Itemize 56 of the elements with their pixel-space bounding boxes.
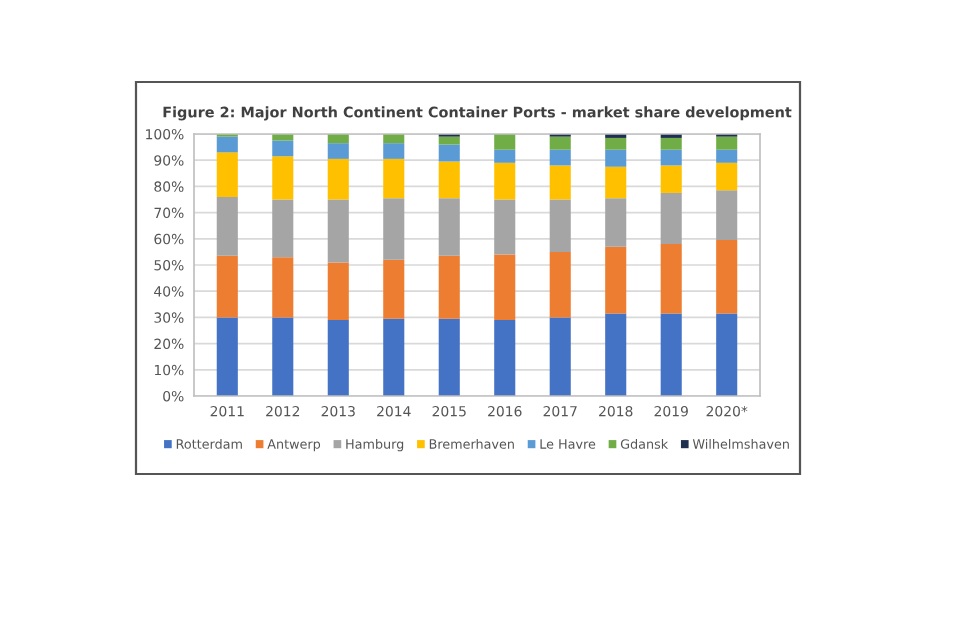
bar bbox=[605, 166, 627, 199]
bar bbox=[383, 198, 405, 260]
bar bbox=[216, 255, 238, 318]
bar bbox=[660, 192, 682, 245]
bar bbox=[549, 251, 571, 318]
bar bbox=[494, 199, 516, 255]
bar bbox=[549, 317, 571, 396]
bar bbox=[605, 149, 627, 167]
bar bbox=[272, 257, 294, 318]
bar bbox=[605, 198, 627, 247]
bar bbox=[216, 196, 238, 256]
bar bbox=[438, 144, 460, 162]
bar bbox=[494, 320, 516, 396]
bar bbox=[327, 158, 349, 200]
bar bbox=[272, 140, 294, 157]
bar bbox=[716, 162, 738, 191]
bar bbox=[549, 199, 571, 252]
bar bbox=[716, 190, 738, 241]
bar bbox=[272, 199, 294, 258]
bar bbox=[216, 152, 238, 197]
bar bbox=[216, 317, 238, 396]
bar bbox=[383, 158, 405, 199]
bar bbox=[327, 143, 349, 159]
bar bbox=[383, 318, 405, 396]
bar bbox=[327, 262, 349, 321]
bar bbox=[494, 134, 516, 150]
bar bbox=[660, 313, 682, 396]
bar bbox=[272, 156, 294, 200]
bar bbox=[438, 198, 460, 256]
bar bbox=[660, 137, 682, 150]
bar bbox=[494, 254, 516, 321]
bar bbox=[216, 136, 238, 153]
bar bbox=[549, 165, 571, 200]
bar bbox=[660, 244, 682, 314]
bar bbox=[494, 162, 516, 200]
bar bbox=[605, 137, 627, 150]
bar bbox=[272, 134, 294, 141]
bar bbox=[716, 149, 738, 163]
bar bbox=[660, 165, 682, 193]
bar bbox=[494, 149, 516, 163]
bar bbox=[438, 318, 460, 396]
bar bbox=[716, 313, 738, 396]
bar bbox=[716, 136, 738, 150]
bar bbox=[549, 149, 571, 166]
bar bbox=[438, 161, 460, 199]
bar bbox=[438, 255, 460, 319]
bar bbox=[383, 143, 405, 159]
bar bbox=[605, 246, 627, 314]
bar bbox=[605, 313, 627, 396]
bar bbox=[327, 199, 349, 263]
bar bbox=[383, 259, 405, 319]
bar bbox=[716, 240, 738, 314]
bar bbox=[549, 136, 571, 150]
bar bbox=[272, 317, 294, 396]
bar bbox=[660, 149, 682, 166]
bar bbox=[327, 320, 349, 396]
